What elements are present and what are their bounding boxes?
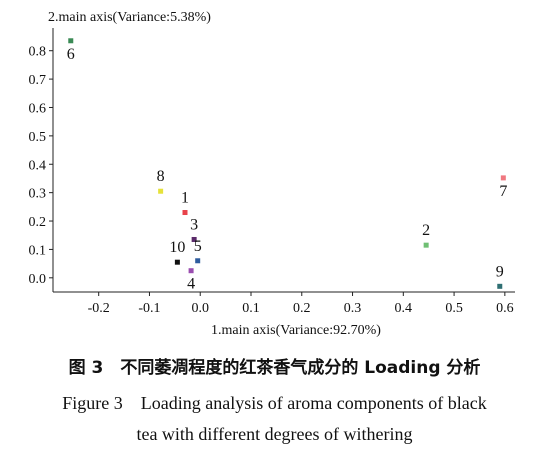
figure-caption-english-line1: Figure 3 Loading analysis of aroma compo…: [62, 393, 487, 413]
figure-caption-chinese: 图 3 不同萎凋程度的红茶香气成分的 Loading 分析: [68, 358, 481, 378]
y-tick-label: 0.0: [29, 272, 47, 287]
data-point-4: [188, 268, 194, 274]
data-point-5: [195, 258, 201, 264]
data-point-2: [423, 242, 429, 248]
point-label-8: 8: [157, 168, 165, 185]
data-point-8: [158, 188, 164, 194]
x-tick-label: 0.0: [191, 301, 209, 316]
data-point-3: [191, 236, 197, 242]
chart-points: 1 2 3 4 5 6 7 8 9 10: [67, 38, 507, 293]
x-axis-label: 1.main axis(Variance:92.70%): [211, 323, 381, 338]
data-point-7: [500, 175, 506, 181]
y-axis-label: 2.main axis(Variance:5.38%): [48, 10, 211, 25]
x-tick-label: 0.2: [293, 301, 311, 316]
data-point-1: [182, 210, 188, 216]
x-tick-label: 0.6: [496, 301, 514, 316]
point-label-1: 1: [181, 190, 189, 207]
point-label-5: 5: [194, 238, 202, 255]
point-label-3: 3: [190, 216, 198, 233]
y-tick-label: 0.6: [29, 101, 47, 116]
y-tick-label: 0.8: [29, 45, 47, 60]
y-tick-label: 0.4: [29, 158, 47, 173]
point-label-7: 7: [499, 183, 507, 200]
point-label-9: 9: [496, 263, 504, 280]
data-point-6: [68, 38, 74, 44]
figure-caption-english-line2: tea with different degrees of withering: [136, 424, 413, 444]
x-tick-label: 0.1: [242, 301, 260, 316]
x-tick-label: -0.1: [138, 301, 160, 316]
x-tick-label: 0.4: [395, 301, 413, 316]
y-tick-label: 0.1: [29, 243, 47, 258]
point-label-4: 4: [187, 276, 195, 293]
data-point-9: [497, 283, 503, 289]
chart-axes: 0.0 0.1 0.2 0.3 0.4 0.5 0.6 0.7 0.8 -0.2 -0.1 0.0 0.…: [29, 28, 515, 316]
loading-scatter-chart: 0.0 0.1 0.2 0.3 0.4 0.5 0.6 0.7 0.8 -0.2 -0.1 0.0 0.…: [29, 10, 515, 338]
y-tick-label: 0.2: [29, 215, 47, 230]
x-tick-label: 0.3: [344, 301, 362, 316]
data-point-10: [174, 259, 180, 265]
x-tick-label: -0.2: [88, 301, 110, 316]
y-tick-label: 0.7: [29, 73, 47, 88]
point-label-2: 2: [422, 222, 430, 239]
y-tick-label: 0.3: [29, 187, 47, 202]
x-tick-label: 0.5: [445, 301, 463, 316]
point-label-10: 10: [169, 239, 185, 256]
y-tick-label: 0.5: [29, 130, 47, 145]
point-label-6: 6: [67, 46, 75, 63]
